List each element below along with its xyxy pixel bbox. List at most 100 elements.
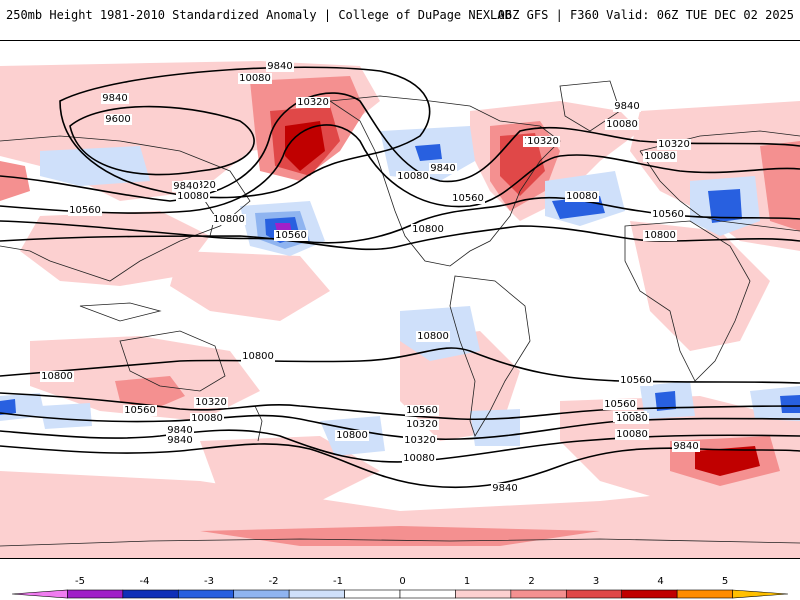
contour-label-bg xyxy=(526,136,560,147)
colorbar-swatch xyxy=(122,589,179,599)
contour-label-bg xyxy=(274,230,308,241)
contour-label: 10320 xyxy=(296,97,330,108)
anomaly-neg1-west xyxy=(40,146,150,186)
contour-label-text: 10800 xyxy=(242,351,274,362)
coast-antarctica xyxy=(0,538,800,547)
colorbar-swatch xyxy=(288,589,345,599)
anomaly-neg1-s3 xyxy=(470,409,520,446)
contour-label-bg xyxy=(615,429,649,440)
contour-label: 10560 xyxy=(619,375,653,386)
contour-label: 10800 xyxy=(241,351,275,362)
contour-label: 9840 xyxy=(266,61,294,72)
contour-label-bg xyxy=(603,399,637,410)
contour-label-text: 10800 xyxy=(644,230,676,241)
contour-label-text: 10320 xyxy=(404,435,436,446)
contour-label-bg xyxy=(194,397,228,408)
contour-label-text: 10800 xyxy=(213,214,245,225)
contour-label: 9840 xyxy=(166,435,194,446)
coast-indonesia xyxy=(79,302,162,322)
contour-label-bg xyxy=(212,214,246,225)
contour-label-text: 10080 xyxy=(644,151,676,162)
anomaly-pos4-se xyxy=(695,446,760,476)
contour-10320-s xyxy=(0,412,800,441)
contour-label-bg xyxy=(123,405,157,416)
colorbar-swatch xyxy=(621,589,678,599)
contour-label-bg xyxy=(643,230,677,241)
contour-label: 10320 xyxy=(405,419,439,430)
contour-label: 10080 xyxy=(615,429,649,440)
coast-africa xyxy=(624,220,751,382)
colorbar-tick-label: -5 xyxy=(75,576,85,587)
map-title: 250mb Height 1981-2010 Standardized Anom… xyxy=(6,8,512,22)
colorbar-swatch xyxy=(732,589,789,599)
contour-label-text: 9840 xyxy=(492,483,517,494)
contour-label-text: 10080 xyxy=(191,413,223,424)
contour-label-bg xyxy=(405,405,439,416)
colorbar-tick-label: -2 xyxy=(269,576,279,587)
contour-label-text: 10560 xyxy=(69,205,101,216)
contour-label: 10080 xyxy=(605,119,639,130)
anomaly-neg3-s1 xyxy=(0,399,16,415)
contour-label-bg xyxy=(411,224,445,235)
colorbar-swatch xyxy=(565,589,623,599)
colorbar-swatch xyxy=(510,589,567,599)
contour-label-text: 10080 xyxy=(616,413,648,424)
contour-label: 10080 xyxy=(190,413,224,424)
coast-south-america xyxy=(449,275,531,437)
anomaly-neg3-s5 xyxy=(780,395,800,413)
colorbar-swatch xyxy=(676,589,733,599)
contour-label-text: 10080 xyxy=(606,119,638,130)
anomaly-neg3-s4 xyxy=(655,391,676,411)
contour-label: 10080 xyxy=(615,413,649,424)
contour-label: 10320 xyxy=(657,139,691,150)
contour-label-text: 10800 xyxy=(41,371,73,382)
contour-label: 10800 xyxy=(212,214,246,225)
colorbar-swatch xyxy=(177,589,235,599)
contour-label: 9600 xyxy=(104,114,132,125)
contour-label-bg xyxy=(416,331,450,342)
contour-label-text: 10560 xyxy=(406,405,438,416)
contour-label: 10320 xyxy=(403,435,437,446)
contour-label: 9840 xyxy=(672,441,700,452)
contour-label: 10080 xyxy=(238,73,272,84)
anomaly-pos2-sw xyxy=(115,376,185,411)
colorbar-tick-label: 1 xyxy=(464,576,470,587)
contour-label-bg xyxy=(615,413,649,424)
contour-label-text: 10560 xyxy=(652,209,684,220)
anomaly-pos1-antarctic xyxy=(0,471,800,558)
contour-label-bg xyxy=(402,453,436,464)
contour-label-text: 10560 xyxy=(275,230,307,241)
contour-label: 10560 xyxy=(405,405,439,416)
colorbar-swatch xyxy=(344,589,401,599)
contour-label-text: 10080 xyxy=(239,73,271,84)
contour-label: 10800 xyxy=(40,371,74,382)
contour-label-text: 10800 xyxy=(412,224,444,235)
anomaly-pos3-canada xyxy=(500,133,545,196)
contour-9600-arctic xyxy=(69,105,255,176)
contour-label-bg xyxy=(335,430,369,441)
contour-label: 10080 xyxy=(176,191,210,202)
contour-label-bg xyxy=(296,97,330,108)
colorbar-tick-label: -1 xyxy=(333,576,343,587)
contour-label: 10080 xyxy=(565,191,599,202)
contour-label-text: 9840 xyxy=(102,93,127,104)
contour-label: 9840 xyxy=(172,181,200,192)
contour-label-bg xyxy=(429,163,457,174)
contour-label: 9840 xyxy=(166,425,194,436)
contour-label-bg xyxy=(657,139,691,150)
contour-label-bg xyxy=(166,435,194,446)
contour-label-text: 10800 xyxy=(417,331,449,342)
contour-label: 9840 xyxy=(101,93,129,104)
anomaly-neg3-hudson xyxy=(415,144,442,161)
map-canvas: 9840100809840960010320984010080103201056… xyxy=(0,61,800,558)
colorbar-swatch xyxy=(455,589,512,599)
colorbar-tick-label: 0 xyxy=(399,576,405,587)
contour-label-layer: 9840100809840960010320984010080103201056… xyxy=(40,61,700,494)
colorbar-tick-label: -3 xyxy=(204,576,214,587)
coast-nz xyxy=(254,405,263,442)
contour-label: 10560 xyxy=(274,230,308,241)
colorbar-swatches xyxy=(11,589,789,599)
contour-label-text: 10320 xyxy=(527,136,559,147)
contour-label: 10800 xyxy=(416,331,450,342)
contour-label-bg xyxy=(238,73,272,84)
